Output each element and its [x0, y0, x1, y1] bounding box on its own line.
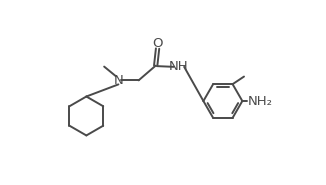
- Text: O: O: [152, 37, 163, 50]
- Text: NH₂: NH₂: [248, 95, 273, 107]
- Text: N: N: [113, 74, 123, 87]
- Text: NH: NH: [169, 60, 189, 73]
